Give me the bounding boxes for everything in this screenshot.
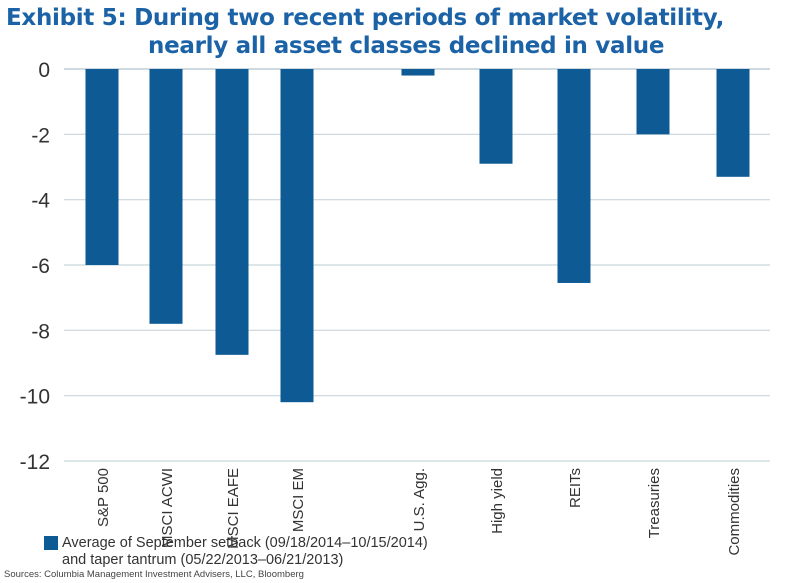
bar xyxy=(280,69,314,403)
source-note: Sources: Columbia Management Investment … xyxy=(4,569,304,580)
bar xyxy=(401,69,435,76)
x-tick-label: MSCI ACWI xyxy=(159,468,176,548)
legend-line-2: and taper tantrum (05/22/2013–06/21/2013… xyxy=(62,552,344,568)
y-tick-label: 0 xyxy=(38,59,50,82)
bar xyxy=(479,69,513,164)
x-tick-label: Commodities xyxy=(726,468,743,556)
x-tick-label: MSCI EM xyxy=(290,468,307,532)
x-tick-label: U.S. Agg. xyxy=(411,468,428,531)
legend-swatch xyxy=(44,536,58,550)
y-tick-label: -12 xyxy=(20,451,50,474)
x-tick-label: S&P 500 xyxy=(95,468,112,527)
legend: Average of September setback (09/18/2014… xyxy=(44,535,428,569)
y-tick-label: -6 xyxy=(31,255,50,278)
bar xyxy=(557,69,591,283)
y-tick-label: -8 xyxy=(31,320,50,343)
bar xyxy=(636,69,670,135)
title-line-1: Exhibit 5: During two recent periods of … xyxy=(6,5,725,31)
x-tick-label: High yield xyxy=(489,468,506,534)
bar xyxy=(85,69,119,265)
x-tick-label: MSCI EAFE xyxy=(225,468,242,549)
legend-line-1: Average of September setback (09/18/2014… xyxy=(62,535,428,551)
x-tick-label: REITs xyxy=(567,468,584,508)
y-tick-label: -4 xyxy=(31,190,50,213)
bar xyxy=(149,69,183,324)
y-tick-label: -2 xyxy=(31,124,50,147)
title-line-2: nearly all asset classes declined in val… xyxy=(148,33,665,59)
x-tick-label: Treasuries xyxy=(646,468,663,538)
y-tick-label: -10 xyxy=(20,386,50,409)
chart-title: Exhibit 5: During two recent periods of … xyxy=(6,4,724,60)
bar xyxy=(215,69,249,355)
bar xyxy=(716,69,750,177)
